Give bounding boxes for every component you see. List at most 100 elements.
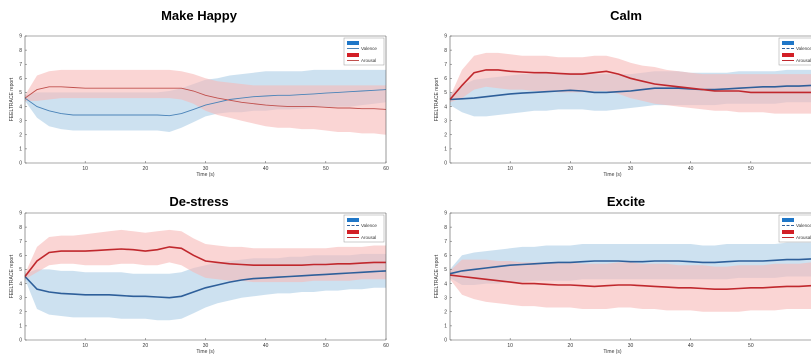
legend-swatch-valence [782, 41, 794, 45]
y-tick-label: 5 [19, 267, 22, 273]
x-tick-label: 10 [82, 166, 88, 172]
legend-label-arousal: Arousal [796, 235, 811, 240]
legend-swatch-arousal [782, 53, 794, 57]
legend-label-valence: Valence [796, 223, 811, 228]
x-tick-label: 20 [143, 343, 149, 349]
series-line-arousal [24, 86, 387, 110]
x-tick-label: 20 [568, 166, 574, 172]
legend-label-arousal: Arousal [361, 58, 376, 63]
chart-panel: Calm 0 1 2 3 4 5 6 7 8 9 10 20 30 40 50 Time (s) FEELTRAC… [434, 8, 811, 178]
y-tick-label: 4 [444, 104, 447, 110]
x-tick-label: 10 [507, 343, 513, 349]
y-tick-label: 3 [19, 295, 22, 301]
series-band-arousal [25, 229, 386, 283]
y-tick-label: 5 [19, 90, 22, 96]
y-axis-label: FEELTRACE report [9, 77, 15, 121]
legend-label-valence: Valence [361, 46, 377, 51]
y-tick-label: 9 [19, 211, 22, 217]
y-tick-label: 8 [444, 48, 447, 54]
y-tick-label: 4 [444, 281, 447, 287]
x-tick-label: 50 [323, 343, 329, 349]
x-tick-label: 20 [568, 343, 574, 349]
y-axis-label: FEELTRACE report [9, 254, 15, 298]
series-line-arousal [24, 246, 386, 277]
y-tick-label: 1 [19, 324, 22, 330]
legend-label-valence: Valence [361, 223, 377, 228]
x-axis-label: Time (s) [603, 172, 621, 178]
legend-label-arousal: Arousal [796, 58, 811, 63]
y-tick-label: 3 [444, 118, 447, 124]
x-axis-label: Time (s) [196, 172, 214, 178]
y-tick-label: 3 [444, 295, 447, 301]
legend-swatch-arousal [347, 53, 359, 57]
x-tick-label: 30 [203, 166, 209, 172]
y-tick-label: 1 [444, 324, 447, 330]
x-tick-label: 20 [143, 166, 149, 172]
x-tick-label: 30 [628, 166, 634, 172]
y-axis-label: FEELTRACE report [434, 77, 440, 121]
x-tick-label: 40 [688, 166, 694, 172]
x-tick-label: 50 [748, 343, 754, 349]
x-tick-label: 60 [383, 166, 389, 172]
chart-title: Excite [607, 194, 645, 209]
y-tick-label: 0 [444, 161, 447, 167]
y-tick-label: 8 [19, 48, 22, 54]
legend-label-arousal: Arousal [361, 235, 376, 240]
x-tick-label: 10 [507, 166, 513, 172]
y-tick-label: 5 [444, 90, 447, 96]
legend-swatch-valence [782, 218, 794, 222]
y-tick-label: 7 [19, 239, 22, 245]
y-tick-label: 0 [19, 161, 22, 167]
x-axis-label: Time (s) [196, 349, 214, 355]
series-line-arousal [449, 274, 811, 291]
y-tick-label: 6 [444, 76, 447, 82]
chart-title: De-stress [169, 194, 228, 209]
chart-panel: Excite 0 1 2 3 4 5 6 7 8 9 10 20 30 40 50 Time (s) FEELTR… [434, 194, 811, 355]
legend-swatch-arousal [782, 230, 794, 234]
legend-swatch-valence [347, 41, 359, 45]
legend-label-valence: Valence [796, 46, 811, 51]
chart-title: Calm [610, 8, 642, 23]
x-tick-label: 30 [628, 343, 634, 349]
y-tick-label: 1 [444, 147, 447, 153]
series-line-valence [449, 258, 811, 275]
x-tick-label: 40 [263, 166, 269, 172]
series-line-valence [24, 89, 387, 117]
legend-swatch-arousal [347, 230, 359, 234]
x-tick-label: 60 [383, 343, 389, 349]
y-tick-label: 1 [19, 147, 22, 153]
y-tick-label: 7 [444, 239, 447, 245]
chart-panel: De-stress 0 1 2 3 4 5 6 7 8 9 10 20 30 40 50 60 Time (s) F… [9, 194, 389, 355]
series-line-arousal [449, 69, 811, 101]
x-tick-label: 50 [323, 166, 329, 172]
y-tick-label: 5 [444, 267, 447, 273]
y-tick-label: 8 [19, 225, 22, 231]
y-tick-label: 4 [19, 104, 22, 110]
x-tick-label: 10 [82, 343, 88, 349]
y-tick-label: 7 [444, 62, 447, 68]
legend-swatch-valence [347, 218, 359, 222]
x-tick-label: 30 [203, 343, 209, 349]
y-tick-label: 0 [19, 338, 22, 344]
y-tick-label: 6 [19, 253, 22, 259]
y-axis-label: FEELTRACE report [434, 254, 440, 298]
y-tick-label: 2 [19, 309, 22, 315]
y-tick-label: 7 [19, 62, 22, 68]
chart-panel: Make Happy 0 1 2 3 4 5 6 7 8 9 10 20 30 40 50 60 Time (s)… [9, 8, 389, 178]
y-tick-label: 2 [19, 132, 22, 138]
y-tick-label: 9 [444, 34, 447, 40]
series-line-valence [24, 270, 387, 299]
y-tick-label: 6 [444, 253, 447, 259]
y-tick-label: 8 [444, 225, 447, 231]
x-tick-label: 40 [263, 343, 269, 349]
y-tick-label: 4 [19, 281, 22, 287]
x-tick-label: 50 [748, 166, 754, 172]
x-axis-label: Time (s) [603, 349, 621, 355]
series-line-valence [449, 84, 811, 101]
y-tick-label: 6 [19, 76, 22, 82]
y-tick-label: 9 [444, 211, 447, 217]
y-tick-label: 9 [19, 34, 22, 40]
y-tick-label: 2 [444, 132, 447, 138]
series-band-arousal [25, 69, 386, 135]
y-tick-label: 2 [444, 309, 447, 315]
